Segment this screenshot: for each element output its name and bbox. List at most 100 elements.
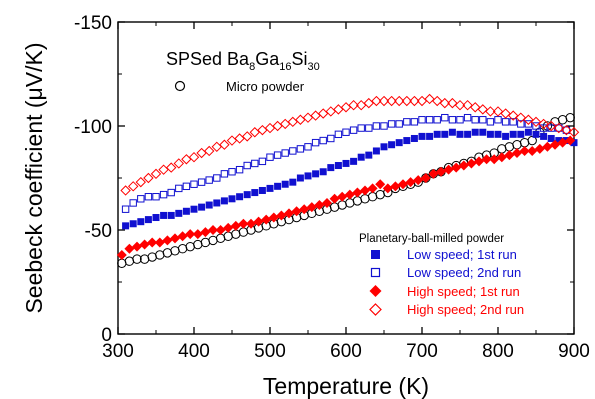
data-point-high-speed-2nd-run: [393, 95, 405, 107]
data-point-low-speed-2nd-run: [403, 118, 411, 126]
data-point-micro-powder: [557, 115, 568, 125]
data-point-low-speed-1st-run: [380, 143, 388, 151]
data-point-high-speed-1st-run: [519, 145, 530, 156]
data-point-low-speed-2nd-run: [456, 116, 464, 124]
data-point-low-speed-2nd-run: [342, 128, 350, 136]
data-point-micro-powder: [185, 241, 195, 252]
data-point-low-speed-2nd-run: [175, 184, 183, 193]
data-point-high-speed-1st-run: [565, 135, 576, 146]
data-point-high-speed-1st-run: [527, 145, 538, 156]
data-point-high-speed-2nd-run: [264, 122, 276, 134]
data-point-micro-powder: [337, 200, 347, 210]
data-point-low-speed-2nd-run: [425, 116, 434, 124]
data-point-low-speed-1st-run: [433, 130, 441, 138]
data-point-high-speed-1st-run: [215, 225, 226, 235]
data-point-low-speed-1st-run: [441, 130, 449, 138]
data-point-high-speed-1st-run: [466, 158, 477, 169]
data-point-high-speed-2nd-run: [348, 99, 359, 111]
data-point-high-speed-2nd-run: [181, 154, 192, 165]
data-point-high-speed-1st-run: [512, 148, 522, 159]
data-point-high-speed-2nd-run: [127, 181, 139, 192]
data-point-high-speed-1st-run: [458, 160, 469, 171]
y-tick-label: -150: [74, 13, 112, 34]
data-point-micro-powder: [512, 140, 522, 150]
data-point-high-speed-2nd-run: [500, 108, 511, 119]
data-point-high-speed-2nd-run: [386, 95, 397, 107]
data-point-low-speed-1st-run: [342, 159, 350, 167]
data-point-low-speed-1st-run: [555, 137, 563, 145]
x-tick-label: 600: [330, 341, 362, 362]
data-point-low-speed-2nd-run: [555, 124, 563, 132]
data-point-high-speed-2nd-run: [424, 93, 435, 105]
data-point-high-speed-1st-run: [170, 233, 180, 244]
y-tick-label: -50: [85, 221, 112, 242]
data-point-high-speed-2nd-run: [530, 116, 542, 128]
data-point-low-speed-2nd-run: [501, 118, 510, 126]
data-point-micro-powder: [170, 246, 180, 256]
data-point-high-speed-2nd-run: [462, 99, 473, 111]
data-point-low-speed-2nd-run: [418, 116, 426, 124]
data-point-low-speed-1st-run: [228, 195, 236, 203]
data-point-high-speed-2nd-run: [545, 120, 557, 132]
data-point-high-speed-2nd-run: [439, 97, 451, 109]
data-point-high-speed-2nd-run: [188, 151, 200, 163]
data-point-high-speed-1st-run: [405, 177, 416, 188]
data-point-low-speed-2nd-run: [463, 113, 472, 122]
y-tick-label: 0: [101, 325, 112, 346]
data-point-high-speed-2nd-run: [219, 139, 230, 150]
x-tick-label: 300: [102, 341, 134, 362]
legend-label-high-speed-1st: High speed; 1st run: [407, 284, 520, 299]
data-point-high-speed-1st-run: [299, 204, 310, 215]
data-point-low-speed-1st-run: [137, 218, 145, 226]
data-point-high-speed-1st-run: [352, 187, 363, 198]
data-point-micro-powder: [200, 237, 211, 248]
data-point-micro-powder: [565, 112, 575, 123]
data-point-high-speed-2nd-run: [553, 122, 565, 134]
legend-marker-low-speed-2nd: [370, 267, 381, 278]
data-point-low-speed-1st-run: [350, 157, 358, 165]
data-point-low-speed-1st-run: [129, 220, 137, 228]
data-point-micro-powder: [238, 227, 249, 237]
data-point-low-speed-1st-run: [395, 139, 403, 147]
legend-label-high-speed-2nd: High speed; 2nd run: [407, 302, 524, 317]
data-point-high-speed-2nd-run: [523, 114, 534, 125]
data-point-micro-powder: [132, 254, 142, 264]
data-point-high-speed-1st-run: [542, 141, 553, 152]
data-point-high-speed-2nd-run: [371, 95, 382, 107]
data-point-high-speed-1st-run: [436, 166, 446, 177]
data-point-high-speed-1st-run: [276, 210, 287, 221]
legend-group-title: Planetary-ball-milled powder: [359, 233, 504, 245]
data-point-low-speed-2nd-run: [365, 124, 373, 132]
data-point-low-speed-2nd-run: [266, 153, 274, 161]
data-point-low-speed-1st-run: [312, 170, 320, 178]
data-point-high-speed-2nd-run: [279, 118, 291, 130]
data-point-low-speed-1st-run: [319, 168, 327, 176]
data-point-high-speed-1st-run: [162, 235, 173, 246]
data-point-high-speed-1st-run: [223, 222, 234, 233]
data-point-high-speed-1st-run: [496, 152, 507, 163]
data-point-low-speed-1st-run: [266, 184, 274, 192]
x-tick-label: 800: [482, 341, 514, 362]
data-point-low-speed-1st-run: [418, 132, 426, 140]
data-point-low-speed-1st-run: [486, 130, 494, 138]
data-point-micro-powder: [147, 252, 157, 262]
data-point-low-speed-2nd-run: [281, 149, 289, 157]
data-point-low-speed-2nd-run: [121, 205, 130, 213]
data-point-micro-powder: [375, 189, 385, 200]
data-point-low-speed-1st-run: [243, 191, 251, 199]
data-point-high-speed-2nd-run: [120, 185, 131, 196]
data-marks: [116, 93, 580, 268]
data-point-high-speed-1st-run: [337, 191, 348, 202]
data-point-high-speed-2nd-run: [173, 158, 185, 169]
data-point-low-speed-2nd-run: [273, 151, 282, 159]
data-point-high-speed-2nd-run: [272, 120, 283, 132]
data-point-low-speed-1st-run: [403, 137, 411, 145]
data-point-micro-powder: [162, 248, 173, 258]
data-point-low-speed-1st-run: [160, 211, 168, 219]
data-point-micro-powder: [542, 121, 553, 131]
data-point-low-speed-2nd-run: [334, 130, 343, 139]
data-point-low-speed-1st-run: [524, 128, 532, 136]
data-point-low-speed-1st-run: [213, 199, 221, 207]
data-point-high-speed-2nd-run: [538, 118, 549, 130]
data-point-micro-powder: [117, 258, 127, 268]
